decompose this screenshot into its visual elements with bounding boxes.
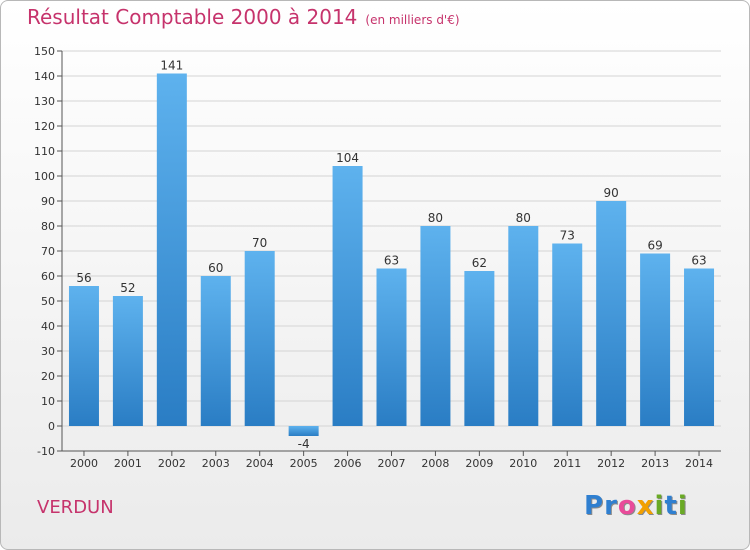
value-label-2005: -4 — [298, 437, 310, 451]
x-tick-label-2000: 2000 — [70, 457, 98, 470]
logo-letter: r — [604, 491, 618, 521]
x-tick-label-2009: 2009 — [465, 457, 493, 470]
bar-2003 — [200, 276, 231, 426]
bar-2006 — [332, 166, 363, 426]
y-tick-label: 110 — [34, 145, 55, 158]
value-label-2006: 104 — [336, 151, 359, 165]
value-label-2008: 80 — [428, 211, 443, 225]
x-tick-label-2003: 2003 — [202, 457, 230, 470]
bar-2014 — [684, 268, 715, 426]
x-tick-label-2008: 2008 — [421, 457, 449, 470]
x-tick-label-2013: 2013 — [641, 457, 669, 470]
bar-2011 — [552, 243, 583, 426]
y-tick-label: 60 — [41, 270, 55, 283]
bar-2013 — [640, 253, 671, 426]
value-label-2012: 90 — [604, 186, 619, 200]
bars — [68, 73, 715, 436]
bar-2000 — [68, 286, 99, 426]
value-label-2002: 141 — [160, 59, 183, 73]
logo-letter: o — [617, 491, 637, 521]
logo-letter: t — [664, 491, 678, 521]
y-tick-label: -10 — [37, 445, 55, 458]
x-tick-label-2011: 2011 — [553, 457, 581, 470]
y-tick-label: 100 — [34, 170, 55, 183]
bar-2010 — [508, 226, 539, 426]
y-tick-label: 40 — [41, 320, 55, 333]
y-tick-label: 130 — [34, 95, 55, 108]
value-label-2010: 80 — [516, 211, 531, 225]
y-tick-label: 0 — [48, 420, 55, 433]
bar-2001 — [112, 296, 143, 426]
logo-letter: i — [654, 491, 665, 521]
y-tick-label: 90 — [41, 195, 55, 208]
bar-2002 — [156, 73, 187, 426]
value-label-2003: 60 — [208, 261, 223, 275]
bar-2005 — [288, 426, 319, 436]
value-label-2014: 63 — [691, 254, 706, 268]
value-label-2013: 69 — [647, 239, 662, 253]
y-tick-label: 140 — [34, 70, 55, 83]
y-tick-label: 10 — [41, 395, 55, 408]
x-tick-label-2001: 2001 — [114, 457, 142, 470]
x-tick-label-2012: 2012 — [597, 457, 625, 470]
x-tick-label-2006: 2006 — [334, 457, 362, 470]
proxiti-logo: Proxiti — [584, 491, 688, 521]
x-tick-label-2004: 2004 — [246, 457, 274, 470]
y-tick-label: 30 — [41, 345, 55, 358]
chart-title-text: Résultat Comptable 2000 à 2014 — [27, 5, 358, 29]
y-tick-label: 20 — [41, 370, 55, 383]
value-label-2000: 56 — [76, 271, 91, 285]
x-tick-label-2005: 2005 — [290, 457, 318, 470]
bar-2012 — [596, 201, 627, 426]
chart-unit: (en milliers d'€) — [365, 13, 460, 27]
y-tick-label: 50 — [41, 295, 55, 308]
x-tick-label-2007: 2007 — [378, 457, 406, 470]
value-label-2011: 73 — [560, 229, 575, 243]
town-name: VERDUN — [37, 497, 114, 518]
logo-letter: i — [677, 491, 688, 521]
value-label-2009: 62 — [472, 256, 487, 270]
x-tick-label-2014: 2014 — [685, 457, 713, 470]
bar-2007 — [376, 268, 407, 426]
y-tick-label: 120 — [34, 120, 55, 133]
axes — [57, 50, 721, 456]
bar-2009 — [464, 271, 495, 426]
logo-letter: P — [584, 491, 605, 521]
bar-2004 — [244, 251, 275, 426]
x-tick-label-2010: 2010 — [509, 457, 537, 470]
value-label-2001: 52 — [120, 281, 135, 295]
y-tick-label: 150 — [34, 45, 55, 58]
y-tick-label: 80 — [41, 220, 55, 233]
value-label-2007: 63 — [384, 254, 399, 268]
x-tick-label-2002: 2002 — [158, 457, 186, 470]
bar-2008 — [420, 226, 451, 426]
value-label-2004: 70 — [252, 236, 267, 250]
y-tick-label: 70 — [41, 245, 55, 258]
labels: -10 0 10 20 30 40 50 60 70 80 90 100 110 120 130 140 150… — [34, 45, 713, 470]
chart-title: Résultat Comptable 2000 à 2014 (en millie… — [27, 5, 460, 29]
logo-letter: x — [636, 491, 655, 521]
